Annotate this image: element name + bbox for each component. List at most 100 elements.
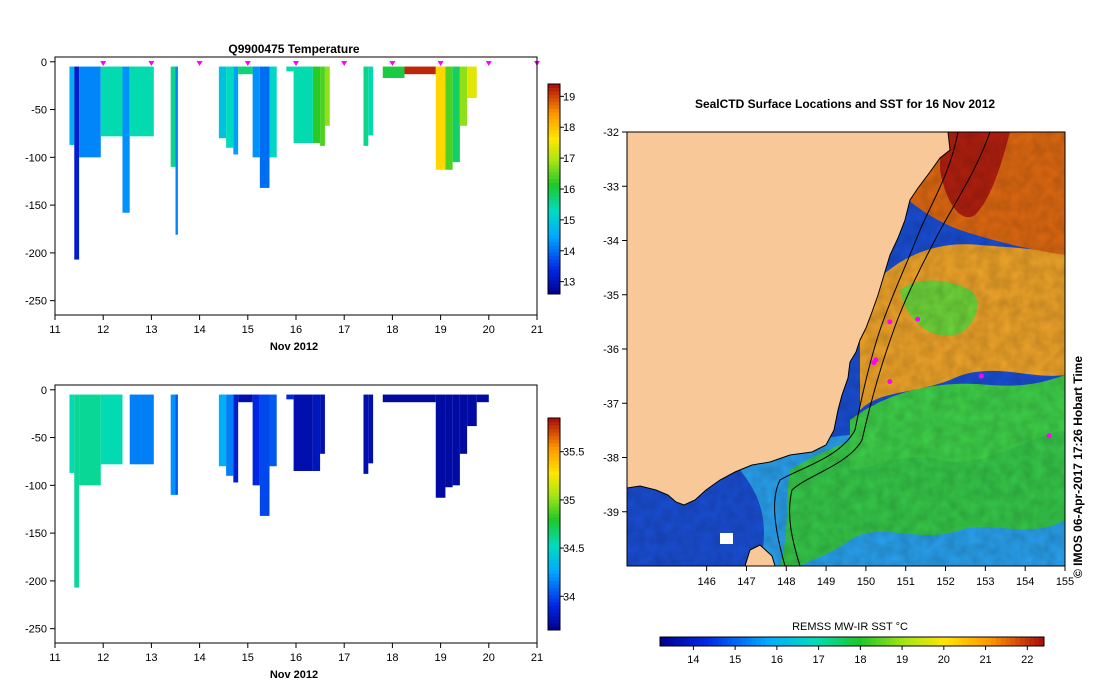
colorbar-segment (548, 154, 560, 158)
profile-bar (293, 394, 313, 471)
colorbar-segment (789, 637, 795, 646)
profile-date-marker (293, 61, 299, 66)
colorbar-segment (981, 637, 987, 646)
colorbar-segment (693, 637, 699, 646)
lon-tick-label: 147 (737, 576, 755, 588)
colorbar-segment (986, 637, 992, 646)
x-tick-label: 21 (531, 324, 543, 336)
map-latitude-axis: -32 -33 -34 -35 -36 -37 -38 -39 (603, 127, 627, 519)
colorbar-segment (967, 637, 973, 646)
profile-date-marker (437, 61, 444, 66)
seal-locations (871, 316, 1052, 439)
colorbar-segment (548, 126, 560, 130)
colorbar-tick-label: 35.5 (563, 447, 584, 459)
colorbar-segment (548, 478, 560, 483)
colorbar-segment (943, 637, 949, 646)
colorbar-segment (548, 241, 560, 246)
profile-bar (74, 66, 80, 260)
profile-bar (435, 394, 446, 498)
colorbar-segment (548, 524, 560, 529)
colorbar-segment (548, 615, 560, 620)
colorbar-segment (548, 453, 560, 458)
colorbar-segment (548, 287, 560, 291)
colorbar-segment (548, 481, 560, 486)
profile-bar (129, 394, 154, 465)
profile-bar (476, 394, 489, 403)
colorbar-segment (548, 115, 560, 120)
colorbar-segment (669, 637, 675, 646)
profile-bar (79, 394, 101, 486)
colorbar-segment (548, 248, 560, 253)
profile-bar (252, 66, 260, 158)
colorbar-segment (548, 566, 560, 571)
colorbar-segment (909, 637, 915, 646)
colorbar-segment (548, 192, 560, 197)
colorbar-segment (548, 220, 560, 225)
colorbar-segment (1024, 637, 1031, 646)
colorbar-segment (548, 513, 560, 518)
profile-bar (122, 66, 130, 213)
colorbar-segment (548, 262, 560, 267)
sst-map-field (627, 132, 1065, 566)
temperature-y-axis: 0 -50 -100 -150 -200 -250 (25, 57, 55, 308)
colorbar-segment (895, 637, 901, 646)
colorbar-segment (548, 185, 560, 190)
colorbar-segment (548, 509, 560, 514)
colorbar-tick-label: 19 (896, 654, 908, 666)
colorbar-segment (823, 637, 829, 646)
profile-bar (452, 394, 460, 486)
colorbar-segment (751, 637, 757, 646)
colorbar-segment (548, 626, 560, 631)
colorbar-segment (756, 637, 762, 646)
y-tick-label: -200 (25, 248, 47, 260)
colorbar-segment (703, 637, 709, 646)
colorbar-segment (548, 502, 560, 507)
colorbar-tick-label: 22 (1021, 654, 1033, 666)
profile-date-markers (100, 61, 540, 66)
colorbar-segment (548, 227, 560, 232)
colorbar-segment (914, 637, 920, 646)
salinity-profiles (69, 394, 489, 588)
x-tick-label: 21 (531, 652, 543, 664)
colorbar-segment (548, 569, 560, 574)
colorbar-segment (1010, 637, 1016, 646)
colorbar-tick-label: 17 (812, 654, 824, 666)
colorbar-segment (770, 637, 776, 646)
profile-bar (218, 394, 227, 467)
colorbar-segment (842, 637, 848, 646)
x-tick-label: 18 (386, 652, 398, 664)
colorbar-segment (548, 573, 560, 578)
colorbar-segment (548, 601, 560, 606)
colorbar-segment (548, 206, 560, 211)
colorbar-segment (548, 224, 560, 228)
colorbar-tick-label: 16 (771, 654, 783, 666)
profile-bar (286, 394, 294, 400)
colorbar-segment (548, 150, 560, 155)
colorbar-segment (548, 598, 560, 603)
y-tick-label: -100 (25, 480, 47, 492)
colorbar-segment (727, 637, 733, 646)
colorbar-segment (548, 463, 560, 468)
colorbar-segment (548, 520, 560, 525)
colorbar-segment (548, 442, 560, 447)
y-tick-label: -50 (31, 105, 47, 117)
profile-date-marker (341, 61, 348, 66)
colorbar-segment (548, 157, 560, 162)
colorbar-segment (548, 580, 560, 585)
colorbar-segment (933, 637, 939, 646)
profile-bar (293, 66, 313, 143)
colorbar-frame (659, 636, 1045, 647)
colorbar-segment (548, 467, 560, 472)
colorbar-tick-label: 14 (687, 654, 699, 666)
colorbar-segment (548, 105, 560, 109)
profile-bar (170, 66, 176, 167)
colorbar-segment (548, 608, 560, 613)
profile-bar (382, 66, 405, 79)
colorbar-segment (1029, 637, 1035, 646)
profile-date-marker (196, 61, 203, 66)
lon-tick-label: 154 (1016, 576, 1034, 588)
colorbar-segment (548, 545, 560, 550)
colorbar-segment (1015, 637, 1021, 646)
map-longitude-axis: 146 147 148 149 150 151 152 153 154 155 (697, 566, 1074, 588)
x-tick-label: 19 (434, 652, 446, 664)
